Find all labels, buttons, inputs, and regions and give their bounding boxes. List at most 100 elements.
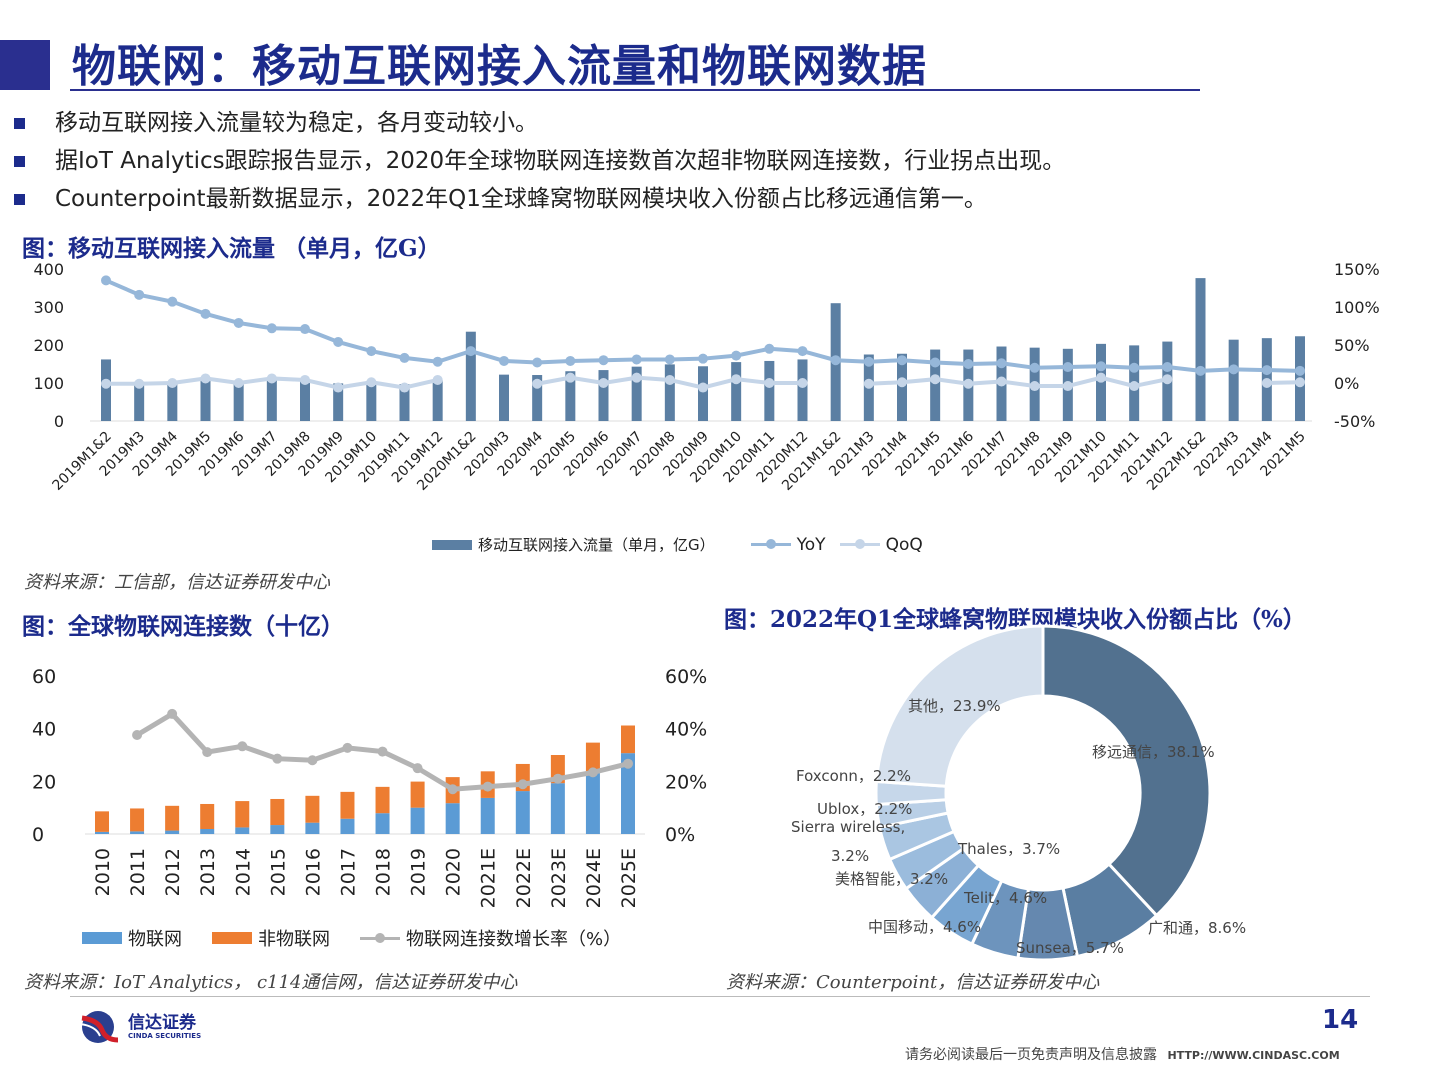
qoq-point — [101, 378, 111, 389]
qoq-point — [1162, 374, 1173, 385]
iot-connections-chart: 60 40 20 0 60% 40% 20% 0% 2010 2011 2012 2013 2014 20… — [32, 666, 707, 908]
iot-bar — [95, 831, 109, 834]
donut-label: Sierra wireless, — [791, 818, 906, 836]
yoy-point — [1195, 365, 1206, 376]
traffic-bar — [764, 360, 775, 421]
bullet-text: 移动互联网接入流量较为稳定，各月变动较小。 — [55, 110, 538, 136]
donut-label: Sunsea，5.7% — [1016, 939, 1124, 957]
qoq-point — [167, 378, 178, 388]
donut-label: 3.2% — [831, 847, 870, 865]
left-axis-tick: 200 — [33, 336, 64, 355]
qoq-point — [897, 377, 907, 388]
growth-point — [587, 767, 598, 778]
bullet-text: 据IoT Analytics跟踪报告显示，2020年全球物联网连接数首次超非物联… — [55, 148, 1066, 174]
x-axis-label: 2023E — [548, 848, 570, 908]
qoq-point — [532, 378, 543, 389]
iot-bar — [235, 827, 250, 834]
yoy-point — [963, 359, 974, 369]
bullet-item: 移动互联网接入流量较为稳定，各月变动较小。 — [14, 103, 538, 137]
donut-label: Foxconn，2.2% — [796, 767, 911, 785]
traffic-bar — [930, 349, 941, 421]
qoq-point — [200, 373, 211, 384]
legend-yoy-swatch — [750, 539, 791, 549]
legend-iot-swatch — [82, 932, 122, 944]
qoq-point — [797, 378, 808, 388]
iot-connections-chart-title: 图：全球物联网连接数（十亿） — [22, 613, 344, 640]
traffic-bar — [167, 381, 178, 421]
yoy-point — [698, 353, 708, 364]
iot-bar — [305, 822, 320, 834]
legend-label: 非物联网 — [258, 929, 330, 950]
right-axis-tick: 20% — [665, 771, 707, 793]
donut-label: 移远通信，38.1% — [1092, 743, 1215, 761]
yoy-point — [565, 355, 576, 366]
x-axis-label: 2019 — [408, 848, 430, 896]
traffic-bar — [598, 370, 609, 421]
donut-slice — [874, 624, 1045, 788]
logo-text-cn: 信达证券 — [128, 1013, 196, 1033]
yoy-point — [465, 346, 476, 357]
donut-label: 中国移动，4.6% — [868, 918, 982, 936]
qoq-point — [1062, 381, 1073, 392]
yoy-point — [1295, 365, 1305, 376]
traffic-bar — [465, 331, 476, 421]
traffic-bar — [565, 371, 576, 421]
yoy-point — [532, 357, 543, 368]
growth-point — [482, 781, 493, 792]
legend-label: 物联网 — [128, 929, 182, 950]
qoq-point — [333, 382, 344, 393]
qoq-point — [1129, 381, 1140, 392]
growth-point — [412, 763, 423, 774]
qoq-point — [1261, 378, 1272, 388]
legend-bar-swatch — [432, 539, 472, 550]
yoy-point — [598, 355, 609, 366]
yoy-point — [1096, 361, 1106, 372]
noniot-bar — [130, 808, 145, 832]
yoy-point — [101, 275, 111, 286]
right-axis-tick: 40% — [665, 719, 707, 741]
right-axis-tick: 150% — [1334, 260, 1380, 279]
x-axis-label: 2025E — [618, 848, 640, 908]
iot-bar — [130, 831, 145, 834]
iot-bar — [445, 803, 460, 834]
page-number: 14 — [1322, 1005, 1359, 1035]
right-axis-tick: -50% — [1334, 412, 1375, 431]
yoy-point — [996, 358, 1007, 369]
right-axis-tick: 60% — [665, 666, 707, 688]
qoq-line — [868, 375, 1168, 389]
iot-bar — [270, 825, 285, 834]
yoy-point — [897, 355, 907, 366]
qoq-point — [432, 374, 443, 385]
legend-label: 移动互联网接入流量（单月，亿G） — [478, 536, 715, 554]
yoy-point — [1029, 362, 1040, 373]
left-axis-tick: 60 — [32, 666, 56, 688]
iot-bar — [340, 818, 355, 834]
iot-bar — [375, 813, 390, 834]
qoq-point — [233, 378, 244, 388]
qoq-line — [1266, 380, 1301, 385]
bullet-square-icon — [14, 156, 25, 167]
traffic-bar — [499, 374, 509, 421]
bullet-item: Counterpoint最新数据显示，2022年Q1全球蜂窝物联网模块收入份额占… — [14, 179, 987, 213]
growth-point — [517, 779, 528, 790]
traffic-bar — [300, 379, 310, 421]
website-link[interactable]: HTTP://WWW.CINDASC.COM — [1167, 1049, 1340, 1062]
yoy-point — [731, 350, 742, 361]
yoy-point — [863, 356, 874, 367]
x-axis-label: 2011 — [127, 848, 149, 896]
yoy-point — [167, 296, 178, 307]
title-accent-square — [0, 40, 50, 90]
right-axis-tick: 50% — [1334, 336, 1370, 355]
traffic-bar — [366, 381, 377, 421]
bullet-square-icon — [14, 194, 25, 205]
noniot-bar — [410, 781, 425, 808]
iot-bar — [200, 828, 215, 834]
noniot-bar — [200, 803, 215, 829]
growth-point — [552, 773, 563, 784]
qoq-point — [731, 374, 742, 385]
traffic-bar — [631, 366, 642, 421]
x-axis-label: 2018 — [373, 848, 395, 896]
yoy-point — [134, 289, 145, 300]
traffic-bar — [664, 364, 675, 421]
traffic-chart: 4003002001000150%100%50%0%-50%2019M1&220… — [33, 260, 1380, 494]
